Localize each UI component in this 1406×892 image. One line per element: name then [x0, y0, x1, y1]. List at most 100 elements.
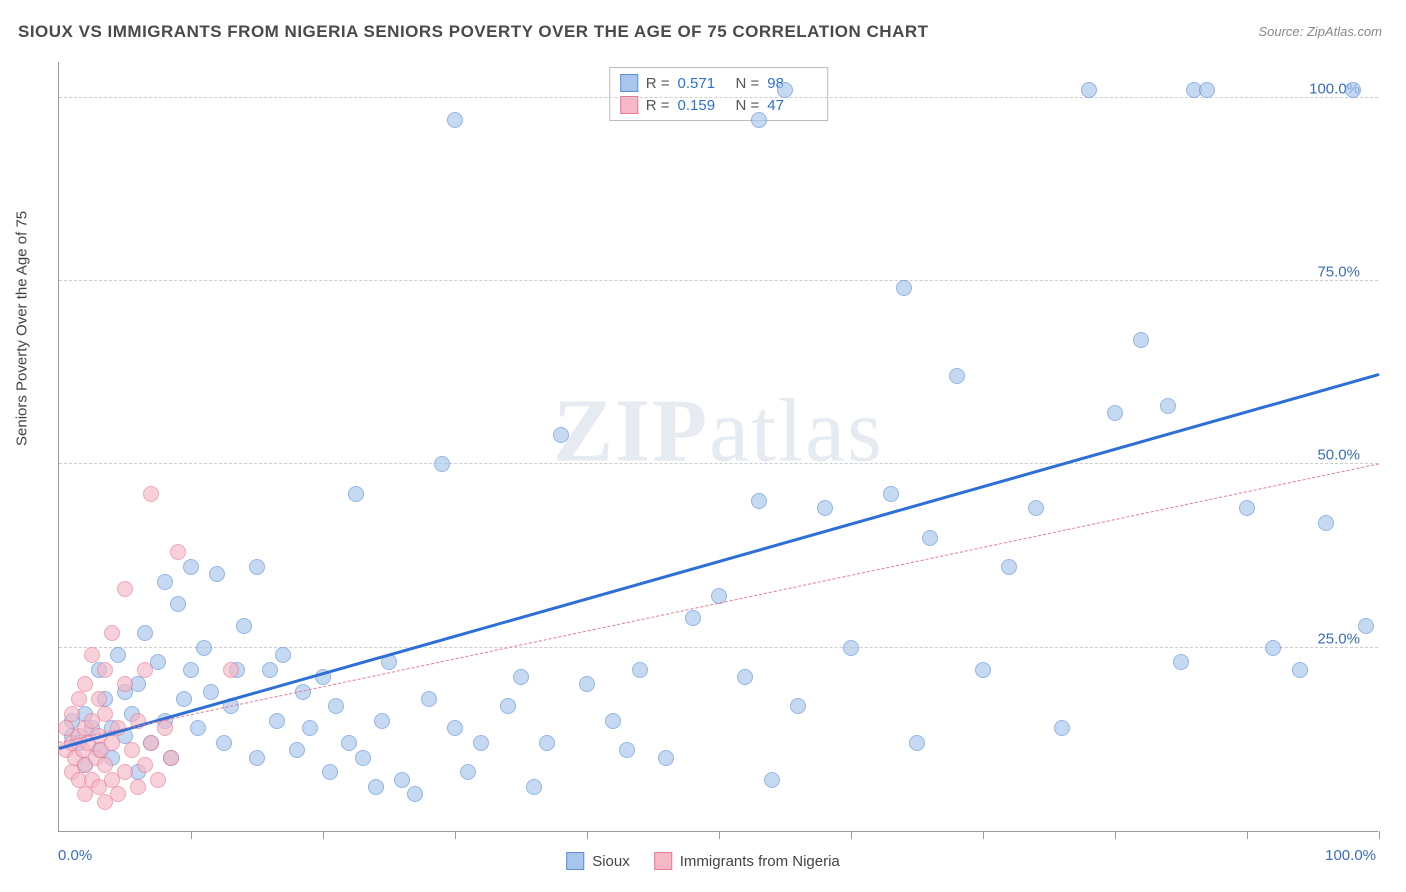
data-point: [302, 720, 318, 736]
data-point: [275, 647, 291, 663]
chart-title: SIOUX VS IMMIGRANTS FROM NIGERIA SENIORS…: [18, 22, 929, 42]
data-point: [1160, 398, 1176, 414]
data-point: [157, 574, 173, 590]
legend-item: Sioux: [566, 852, 630, 870]
data-point: [117, 581, 133, 597]
data-point: [176, 691, 192, 707]
data-point: [619, 742, 635, 758]
data-point: [605, 713, 621, 729]
data-point: [110, 786, 126, 802]
data-point: [777, 82, 793, 98]
data-point: [817, 500, 833, 516]
x-tick: [983, 831, 984, 839]
x-tick: [587, 831, 588, 839]
gridline-horizontal: [59, 97, 1378, 98]
data-point: [183, 662, 199, 678]
data-point: [1001, 559, 1017, 575]
watermark: ZIPatlas: [553, 380, 884, 483]
data-point: [975, 662, 991, 678]
data-point: [737, 669, 753, 685]
data-point: [407, 786, 423, 802]
data-point: [137, 625, 153, 641]
data-point: [203, 684, 219, 700]
data-point: [658, 750, 674, 766]
legend-series-name: Sioux: [592, 853, 630, 870]
data-point: [922, 530, 938, 546]
legend-swatch: [654, 852, 672, 870]
x-axis-max-label: 100.0%: [1325, 847, 1376, 864]
data-point: [124, 742, 140, 758]
data-point: [183, 559, 199, 575]
data-point: [1318, 515, 1334, 531]
data-point: [1358, 618, 1374, 634]
data-point: [64, 706, 80, 722]
data-point: [163, 750, 179, 766]
data-point: [97, 662, 113, 678]
data-point: [1107, 405, 1123, 421]
data-point: [190, 720, 206, 736]
data-point: [196, 640, 212, 656]
data-point: [374, 713, 390, 729]
data-point: [909, 735, 925, 751]
data-point: [896, 280, 912, 296]
data-point: [1239, 500, 1255, 516]
data-point: [84, 647, 100, 663]
plot-area: ZIPatlas R =0.571N =98R =0.159N =47 25.0…: [58, 62, 1378, 832]
data-point: [1292, 662, 1308, 678]
data-point: [1081, 82, 1097, 98]
data-point: [1028, 500, 1044, 516]
legend-swatch: [620, 96, 638, 114]
x-tick: [191, 831, 192, 839]
r-value: 0.159: [678, 97, 728, 114]
data-point: [685, 610, 701, 626]
correlation-chart: SIOUX VS IMMIGRANTS FROM NIGERIA SENIORS…: [0, 0, 1406, 892]
data-point: [632, 662, 648, 678]
data-point: [150, 772, 166, 788]
watermark-bold: ZIP: [553, 382, 709, 481]
data-point: [434, 456, 450, 472]
data-point: [223, 662, 239, 678]
legend-series-name: Immigrants from Nigeria: [680, 853, 840, 870]
watermark-light: atlas: [709, 382, 884, 481]
data-point: [1054, 720, 1070, 736]
r-value: 0.571: [678, 75, 728, 92]
data-point: [500, 698, 516, 714]
x-tick: [851, 831, 852, 839]
x-axis-origin-label: 0.0%: [58, 847, 92, 864]
data-point: [447, 112, 463, 128]
data-point: [539, 735, 555, 751]
data-point: [751, 112, 767, 128]
gridline-horizontal: [59, 463, 1378, 464]
data-point: [249, 559, 265, 575]
n-label: N =: [736, 75, 760, 92]
x-tick: [1379, 831, 1380, 839]
data-point: [447, 720, 463, 736]
r-label: R =: [646, 75, 670, 92]
data-point: [157, 720, 173, 736]
data-point: [236, 618, 252, 634]
x-tick: [1247, 831, 1248, 839]
n-value: 47: [767, 97, 817, 114]
source-attribution: Source: ZipAtlas.com: [1258, 24, 1382, 39]
x-tick: [1115, 831, 1116, 839]
data-point: [91, 691, 107, 707]
data-point: [262, 662, 278, 678]
y-tick-label: 25.0%: [1317, 630, 1360, 647]
stats-legend: R =0.571N =98R =0.159N =47: [609, 67, 829, 121]
data-point: [473, 735, 489, 751]
legend-item: Immigrants from Nigeria: [654, 852, 840, 870]
data-point: [579, 676, 595, 692]
data-point: [77, 676, 93, 692]
gridline-horizontal: [59, 647, 1378, 648]
data-point: [249, 750, 265, 766]
data-point: [513, 669, 529, 685]
data-point: [104, 735, 120, 751]
data-point: [269, 713, 285, 729]
data-point: [137, 662, 153, 678]
data-point: [216, 735, 232, 751]
data-point: [209, 566, 225, 582]
data-point: [170, 596, 186, 612]
data-point: [137, 757, 153, 773]
y-axis-label: Seniors Poverty Over the Age of 75: [14, 211, 31, 446]
data-point: [170, 544, 186, 560]
